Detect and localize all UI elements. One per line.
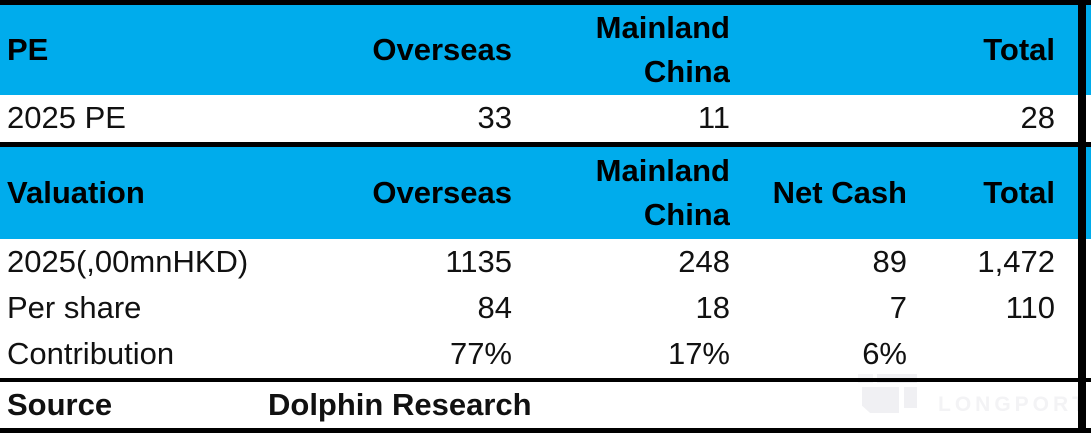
row-label: 2025(,00mnHKD) xyxy=(7,243,249,279)
value-overseas: 77% xyxy=(449,336,512,372)
value-total xyxy=(907,331,1091,378)
valuation-header-mainland-china: Mainland China xyxy=(595,152,730,232)
source-value: Dolphin Research xyxy=(268,386,532,422)
source-label: Source xyxy=(7,386,113,422)
section-divider xyxy=(0,378,1091,382)
row-label: Contribution xyxy=(7,336,175,372)
table-bottom-border xyxy=(0,428,1091,433)
value-overseas: 33 xyxy=(477,100,512,136)
valuation-header-total: Total xyxy=(983,174,1055,210)
valuation-header-label: Valuation xyxy=(7,174,145,210)
row-label: 2025 PE xyxy=(7,100,126,136)
value-mainland-china: 11 xyxy=(697,100,730,136)
pe-header-total: Total xyxy=(983,31,1055,67)
value-total: 110 xyxy=(1005,289,1055,325)
pe-header-mainland-china: Mainland China xyxy=(595,9,730,89)
pe-header-label: PE xyxy=(7,31,49,67)
section-divider xyxy=(0,142,1091,147)
table-row-per-share: Per share 84 18 7 110 xyxy=(0,285,1091,331)
value-mainland-china: 17% xyxy=(667,336,730,372)
source-row: Source Dolphin Research xyxy=(0,382,1091,428)
valuation-header-row: Valuation Overseas Mainland China Net Ca… xyxy=(0,147,1091,239)
value-overseas: 1135 xyxy=(445,243,512,279)
table-row-2025-pe: 2025 PE 33 11 28 xyxy=(0,95,1091,142)
value-mainland-china: 248 xyxy=(678,243,730,279)
valuation-header-net-cash: Net Cash xyxy=(772,174,907,210)
value-net-cash: 6% xyxy=(862,336,907,372)
value-overseas: 84 xyxy=(477,289,512,325)
table-row-2025-valuation: 2025(,00mnHKD) 1135 248 89 1,472 xyxy=(0,239,1091,285)
pe-header-row: PE Overseas Mainland China Total xyxy=(0,5,1091,95)
table-top-border xyxy=(0,0,1091,5)
pe-header-overseas: Overseas xyxy=(372,31,512,67)
value-total: 1,472 xyxy=(977,243,1055,279)
value-net-cash: 89 xyxy=(872,243,907,279)
table-row-contribution: Contribution 77% 17% 6% xyxy=(0,331,1091,378)
value-mainland-china: 18 xyxy=(695,289,730,325)
value-net-cash: 7 xyxy=(889,289,907,325)
row-label: Per share xyxy=(7,289,142,325)
table-right-border xyxy=(1078,0,1086,433)
value-net-cash xyxy=(730,95,907,142)
valuation-header-overseas: Overseas xyxy=(372,174,512,210)
pe-header-empty xyxy=(730,5,907,95)
value-total: 28 xyxy=(1020,100,1055,136)
